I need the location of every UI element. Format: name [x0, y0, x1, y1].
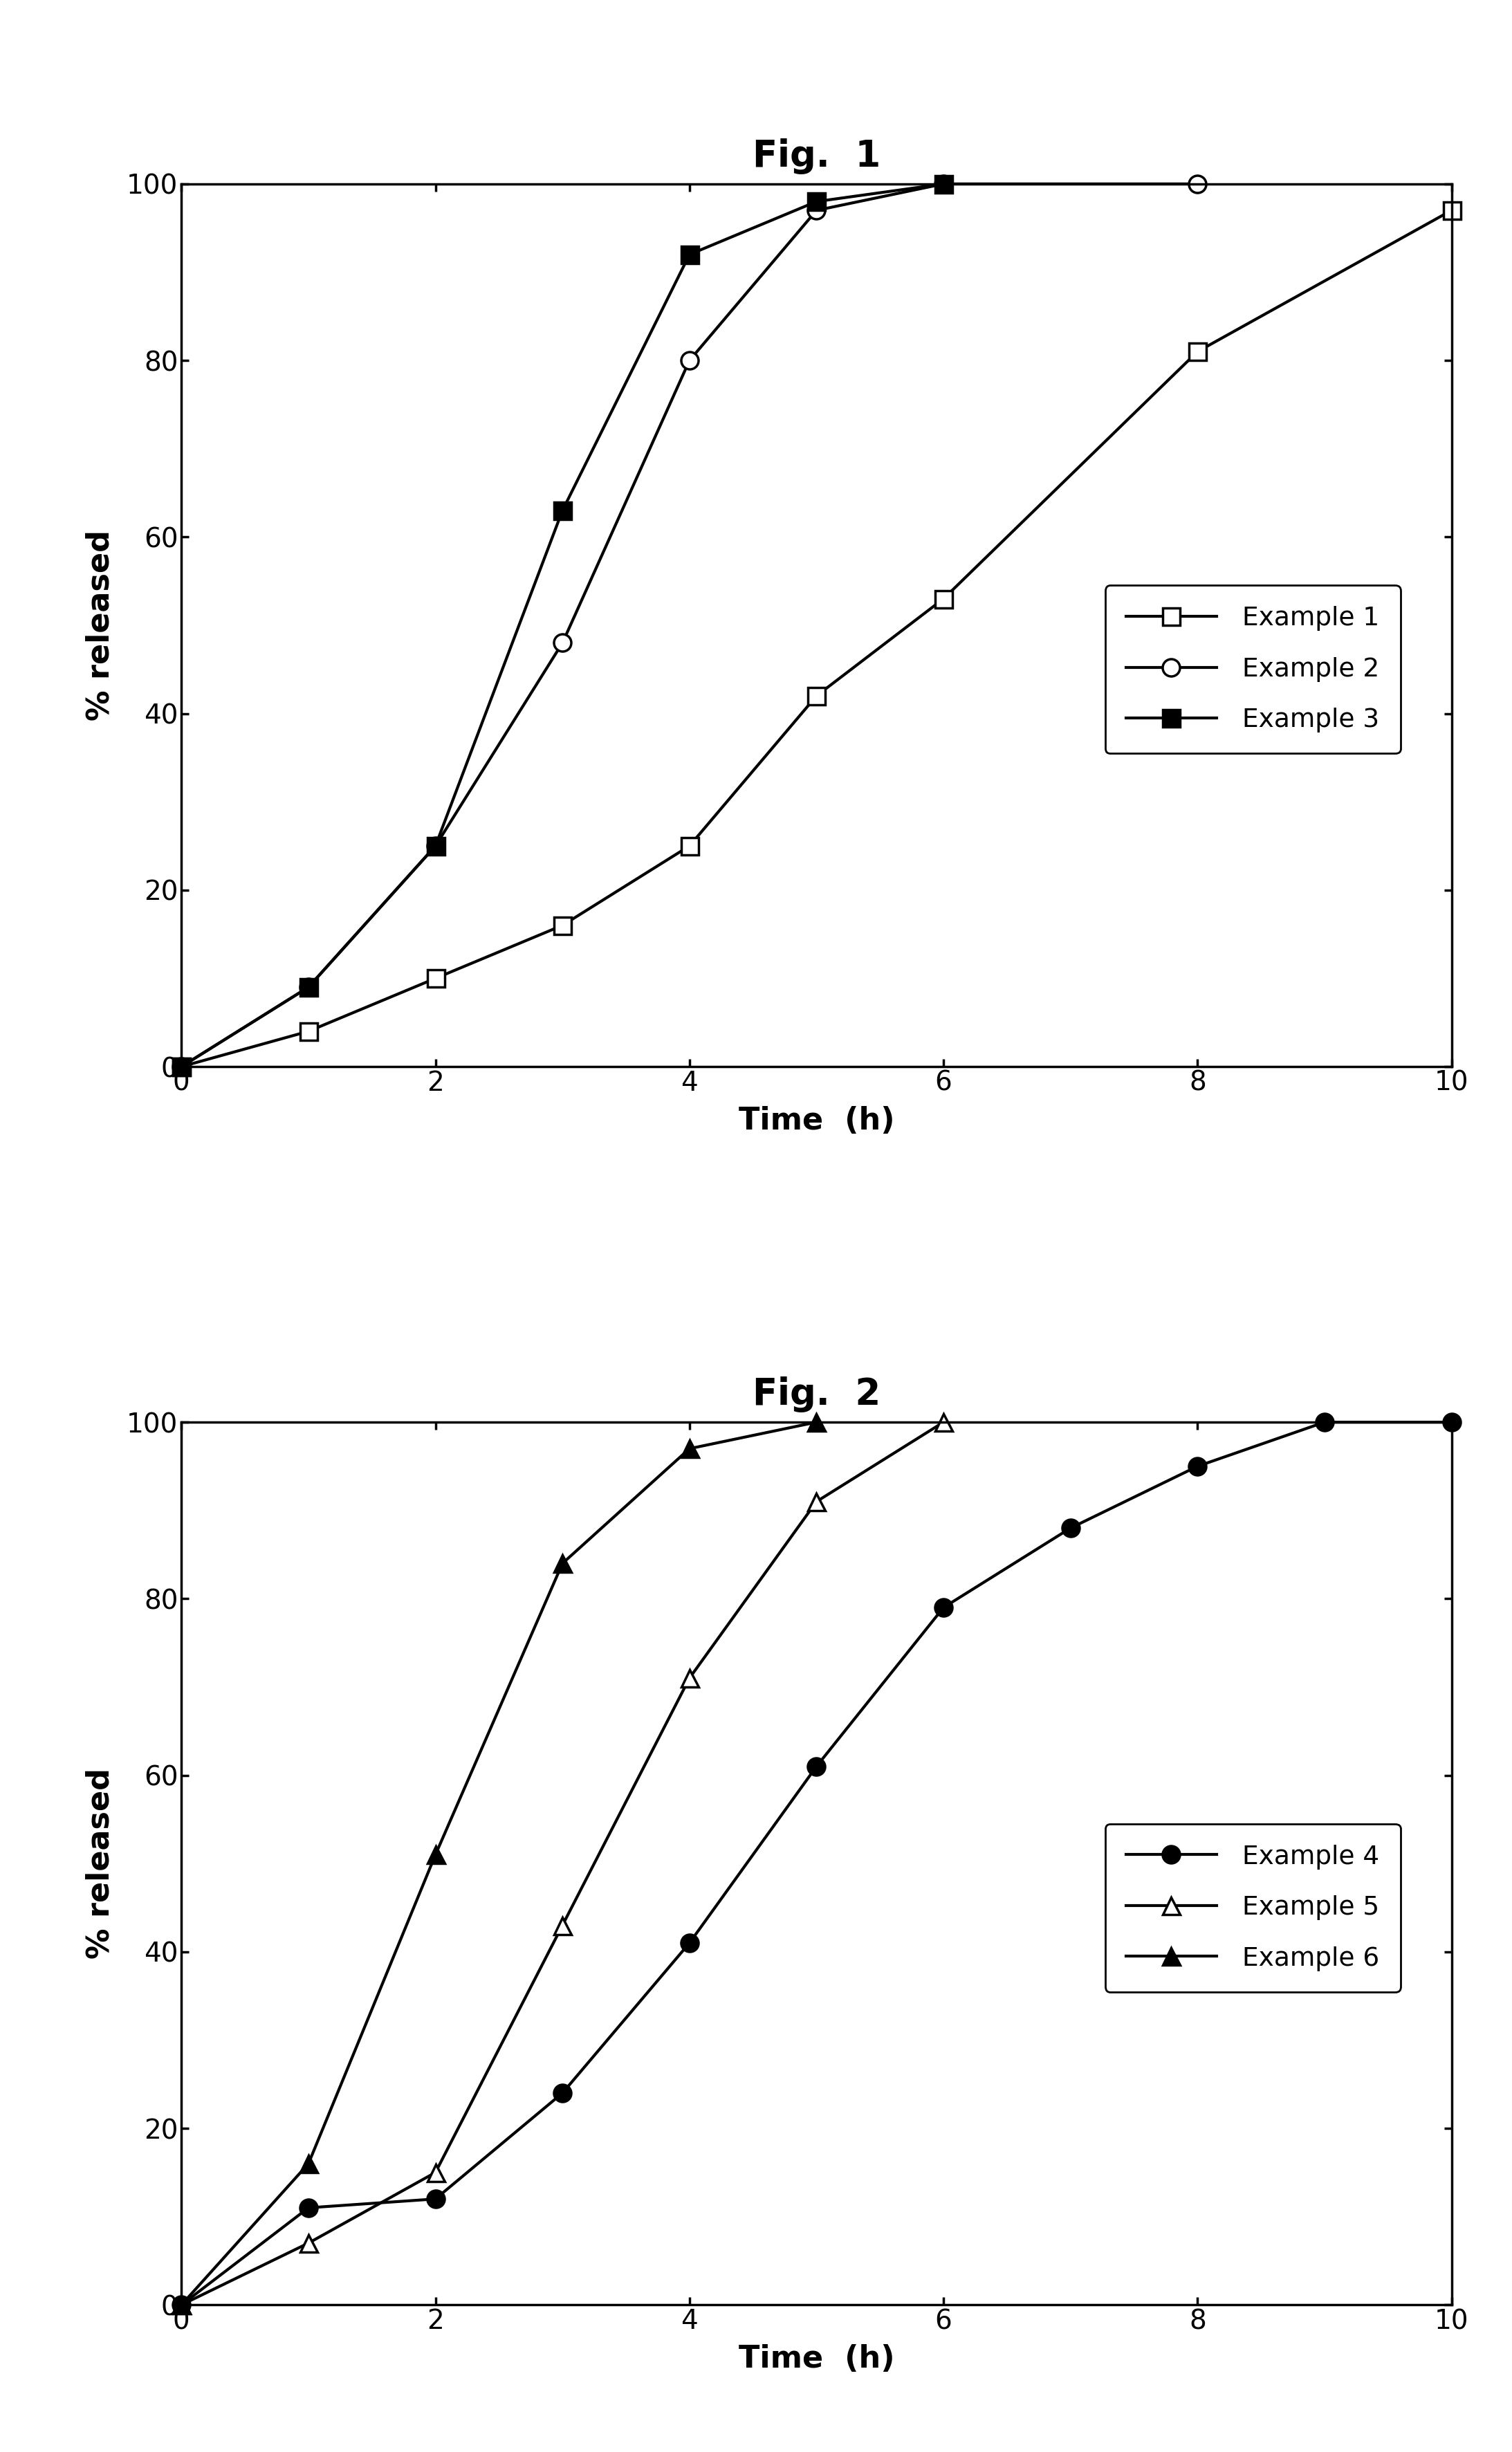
Title: Fig.  1: Fig. 1 — [753, 137, 880, 174]
Example 1 — [934, 584, 953, 613]
Example 4 — [1315, 1407, 1334, 1437]
Example 2 — [680, 346, 699, 375]
Example 4 — [934, 1594, 953, 1623]
Example 1 — [680, 831, 699, 861]
Example 6 — [172, 2290, 191, 2320]
Example 4 — [172, 2290, 191, 2320]
Example 3 — [807, 186, 826, 216]
Example 4 — [426, 2185, 445, 2214]
Example 5 — [807, 1486, 826, 1515]
Y-axis label: % released: % released — [85, 1768, 115, 1959]
Example 4 — [807, 1751, 826, 1780]
Example 1 — [426, 964, 445, 993]
Example 3 — [426, 831, 445, 861]
Y-axis label: % released: % released — [85, 530, 115, 721]
X-axis label: Time  (h): Time (h) — [738, 1106, 895, 1135]
Example 2 — [807, 196, 826, 226]
Example 1 — [299, 1018, 318, 1047]
Example 2 — [553, 628, 572, 657]
Line: Example 4: Example 4 — [172, 1412, 1461, 2315]
Line: Example 3: Example 3 — [172, 174, 953, 1076]
Example 4 — [1061, 1513, 1080, 1542]
Example 1 — [1188, 336, 1207, 365]
Legend: Example 1, Example 2, Example 3: Example 1, Example 2, Example 3 — [1105, 586, 1400, 753]
Example 5 — [426, 2158, 445, 2187]
Example 1 — [553, 910, 572, 939]
Example 1 — [1442, 196, 1461, 226]
Example 3 — [553, 495, 572, 525]
Example 2 — [934, 169, 953, 199]
Example 2 — [172, 1052, 191, 1081]
Example 4 — [680, 1927, 699, 1957]
Example 5 — [299, 2229, 318, 2258]
Example 5 — [172, 2290, 191, 2320]
Example 5 — [934, 1407, 953, 1437]
Example 6 — [807, 1407, 826, 1437]
Example 4 — [553, 2079, 572, 2109]
Example 4 — [1442, 1407, 1461, 1437]
Example 2 — [299, 973, 318, 1003]
Example 6 — [680, 1434, 699, 1464]
X-axis label: Time  (h): Time (h) — [738, 2344, 895, 2374]
Example 2 — [1188, 169, 1207, 199]
Example 6 — [299, 2148, 318, 2177]
Example 4 — [299, 2192, 318, 2222]
Example 3 — [934, 169, 953, 199]
Example 2 — [426, 831, 445, 861]
Example 1 — [807, 682, 826, 711]
Legend: Example 4, Example 5, Example 6: Example 4, Example 5, Example 6 — [1105, 1824, 1400, 1991]
Line: Example 6: Example 6 — [172, 1412, 826, 2315]
Title: Fig.  2: Fig. 2 — [753, 1376, 880, 1412]
Example 6 — [426, 1839, 445, 1868]
Example 1 — [172, 1052, 191, 1081]
Example 3 — [680, 240, 699, 270]
Example 3 — [299, 973, 318, 1003]
Example 3 — [172, 1052, 191, 1081]
Example 4 — [1188, 1452, 1207, 1481]
Example 5 — [553, 1910, 572, 1940]
Line: Example 5: Example 5 — [172, 1412, 953, 2315]
Example 6 — [553, 1550, 572, 1579]
Line: Example 1: Example 1 — [172, 201, 1461, 1076]
Line: Example 2: Example 2 — [172, 174, 1207, 1076]
Example 5 — [680, 1662, 699, 1692]
